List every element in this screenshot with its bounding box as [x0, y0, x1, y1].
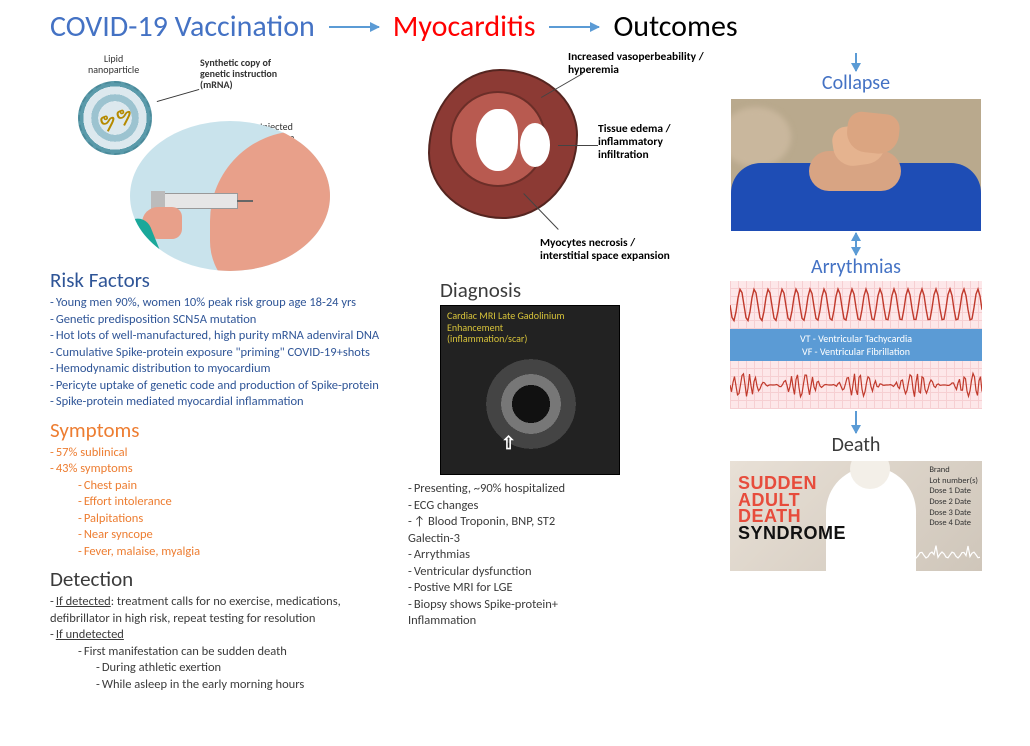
detection-sublist: First manifestation can be sudden death — [78, 644, 390, 661]
heart-label-a: Increased vasoperbeability / hyperemia — [568, 51, 704, 77]
detection-heading: Detection — [50, 566, 390, 592]
list-item: 57% sublinical — [50, 445, 390, 462]
ecg-band-vt: VT - Ventricular Tachycardia — [730, 332, 982, 345]
sads-ecg-icon — [840, 539, 980, 565]
heart-label-c: Myocytes necrosis / interstitial space e… — [540, 237, 670, 263]
sads-title: SUDDENADULTDEATHSYNDROME — [738, 475, 846, 541]
list-item: Hot lots of well-manufactured, high puri… — [50, 328, 390, 345]
arrow-right-icon — [329, 26, 379, 28]
sads-meta-line: Brand — [929, 465, 978, 476]
mri-ring-icon — [483, 356, 579, 452]
sads-graphic: SUDDENADULTDEATHSYNDROME BrandLot number… — [730, 461, 982, 571]
list-item: First manifestation can be sudden death — [78, 644, 390, 661]
detection-undetected: If undetected — [50, 627, 390, 644]
sads-meta-line: Dose 2 Date — [929, 497, 978, 508]
outcome-death: Death — [726, 433, 986, 457]
list-item: ECG changes — [408, 498, 708, 515]
ecg-vt — [730, 281, 982, 329]
sads-meta-line: Lot number(s) — [929, 476, 978, 487]
arrow-down-icon — [855, 411, 857, 433]
column-vaccination: Lipid nanoparticle Synthetic copy of gen… — [50, 51, 390, 693]
mri-caption: Cardiac MRI Late Gadolinium Enhancement … — [447, 310, 564, 345]
list-item: Genetic predisposition SCN5A mutation — [50, 312, 390, 329]
label-synthetic: Synthetic copy of genetic instruction (m… — [200, 57, 277, 90]
sads-word: SYNDROME — [738, 525, 846, 542]
list-item: Chest pain — [78, 478, 390, 495]
ecg-band: VT - Ventricular Tachycardia VF - Ventri… — [730, 329, 982, 361]
arrow-right-icon — [549, 26, 599, 28]
heart-label-b: Tissue edema / inflammatory infiltration — [598, 123, 671, 163]
sads-meta-line: Dose 3 Date — [929, 508, 978, 519]
leader-line — [157, 89, 200, 102]
sads-meta-line: Dose 1 Date — [929, 486, 978, 497]
ecg-block: VT - Ventricular Tachycardia VF - Ventri… — [730, 281, 982, 409]
detection-detected: If detected: treatment calls for no exer… — [50, 594, 390, 627]
label-lipid: Lipid nanoparticle — [88, 53, 139, 75]
list-item: Cumulative Spike-protein exposure "primi… — [50, 345, 390, 362]
list-item: Pericyte uptake of genetic code and prod… — [50, 378, 390, 395]
ecg-vf — [730, 361, 982, 409]
list-item: Spike-protein mediated myocardial inflam… — [50, 394, 390, 411]
list-item: 43% symptoms — [50, 461, 390, 478]
sads-meta: BrandLot number(s)Dose 1 DateDose 2 Date… — [929, 465, 978, 529]
list-item: Postive MRI for LGE — [408, 580, 708, 597]
title-outcomes: Outcomes — [613, 8, 737, 45]
list-item: Ventricular dysfunction — [408, 564, 708, 581]
title-myocarditis: Myocarditis — [393, 8, 536, 45]
list-item: Hemodynamic distribution to myocardium — [50, 361, 390, 378]
list-item: During athletic exertion — [96, 660, 390, 677]
arrow-updown-icon — [855, 233, 857, 255]
arrow-down-icon — [855, 53, 857, 71]
diagnosis-list: Presenting, ~90% hospitalizedECG changes… — [408, 481, 708, 630]
sads-meta-line: Dose 4 Date — [929, 518, 978, 529]
mri-arrow-icon: ⇧ — [501, 432, 516, 454]
ecg-band-vf: VF - Ventricular Fibrillation — [730, 345, 982, 358]
outcome-arrhythmias: Arrythmias — [726, 255, 986, 279]
title-vaccination: COVID-19 Vaccination — [50, 8, 315, 45]
symptoms-heading: Symptoms — [50, 417, 390, 443]
detection-list: If detected: treatment calls for no exer… — [50, 594, 390, 644]
list-item: Arrythmias — [408, 547, 708, 564]
list-item: Young men 90%, women 10% peak risk group… — [50, 295, 390, 312]
detection-subsublist: During athletic exertion While asleep in… — [96, 660, 390, 693]
vaccine-illustration: Lipid nanoparticle Synthetic copy of gen… — [60, 51, 360, 261]
diagnosis-heading: Diagnosis — [440, 277, 708, 303]
symptoms-list: 57% sublinical43% symptoms — [50, 445, 390, 478]
symptoms-sublist: Chest painEffort intolerancePalpitations… — [78, 478, 390, 561]
heart-cross-section: Increased vasoperbeability / hyperemia T… — [408, 51, 708, 271]
list-item: Effort intolerance — [78, 494, 390, 511]
column-outcomes: Collapse Arrythmias VT - Ventricular Tac… — [726, 51, 986, 693]
injection-scene-icon — [130, 121, 330, 271]
list-item: Palpitations — [78, 511, 390, 528]
header-row: COVID-19 Vaccination Myocarditis Outcome… — [0, 0, 1030, 45]
list-item: Presenting, ~90% hospitalized — [408, 481, 708, 498]
outcome-collapse: Collapse — [726, 71, 986, 95]
lipid-nanoparticle-icon: ຯຯ — [78, 81, 152, 155]
risk-list: Young men 90%, women 10% peak risk group… — [50, 295, 390, 411]
column-myocarditis: Increased vasoperbeability / hyperemia T… — [408, 51, 708, 693]
mri-image: Cardiac MRI Late Gadolinium Enhancement … — [440, 305, 620, 475]
list-item: Biopsy shows Spike-protein+ Inflammation — [408, 597, 708, 630]
list-item: While asleep in the early morning hours — [96, 677, 390, 694]
heart-icon — [428, 69, 578, 219]
list-item: ↑ Blood Troponin, BNP, ST2 Galectin-3 — [408, 514, 708, 547]
list-item: Near syncope — [78, 527, 390, 544]
leader-line — [558, 145, 598, 146]
cpr-photo — [731, 99, 981, 231]
list-item: Fever, malaise, myalgia — [78, 544, 390, 561]
